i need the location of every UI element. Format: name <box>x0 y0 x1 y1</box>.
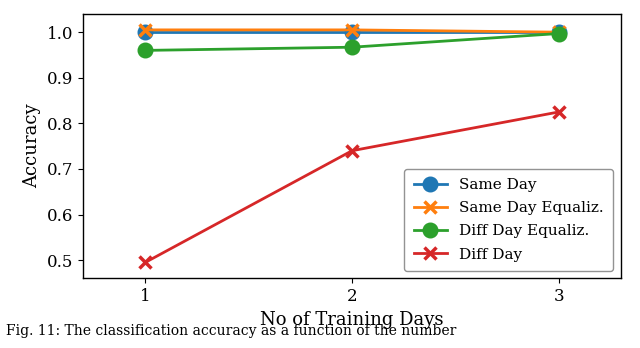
Same Day <box>348 30 356 34</box>
Diff Day <box>555 110 563 114</box>
Diff Day <box>141 260 149 264</box>
Same Day <box>141 30 149 34</box>
Same Day Equaliz. <box>348 28 356 32</box>
Diff Day Equaliz. <box>555 31 563 35</box>
Line: Diff Day Equaliz.: Diff Day Equaliz. <box>139 27 565 57</box>
Same Day <box>555 30 563 34</box>
Text: Fig. 11: The classification accuracy as a function of the number: Fig. 11: The classification accuracy as … <box>6 324 457 338</box>
Diff Day Equaliz. <box>348 45 356 49</box>
Line: Same Day Equaliz.: Same Day Equaliz. <box>139 24 565 38</box>
Line: Diff Day: Diff Day <box>139 106 565 269</box>
Legend: Same Day, Same Day Equaliz., Diff Day Equaliz., Diff Day: Same Day, Same Day Equaliz., Diff Day Eq… <box>404 169 613 271</box>
Same Day Equaliz. <box>555 30 563 34</box>
Line: Same Day: Same Day <box>139 26 565 38</box>
Diff Day <box>348 149 356 153</box>
Y-axis label: Accuracy: Accuracy <box>24 104 42 189</box>
Same Day Equaliz. <box>141 28 149 32</box>
Diff Day Equaliz. <box>141 48 149 53</box>
X-axis label: No of Training Days: No of Training Days <box>260 311 444 329</box>
